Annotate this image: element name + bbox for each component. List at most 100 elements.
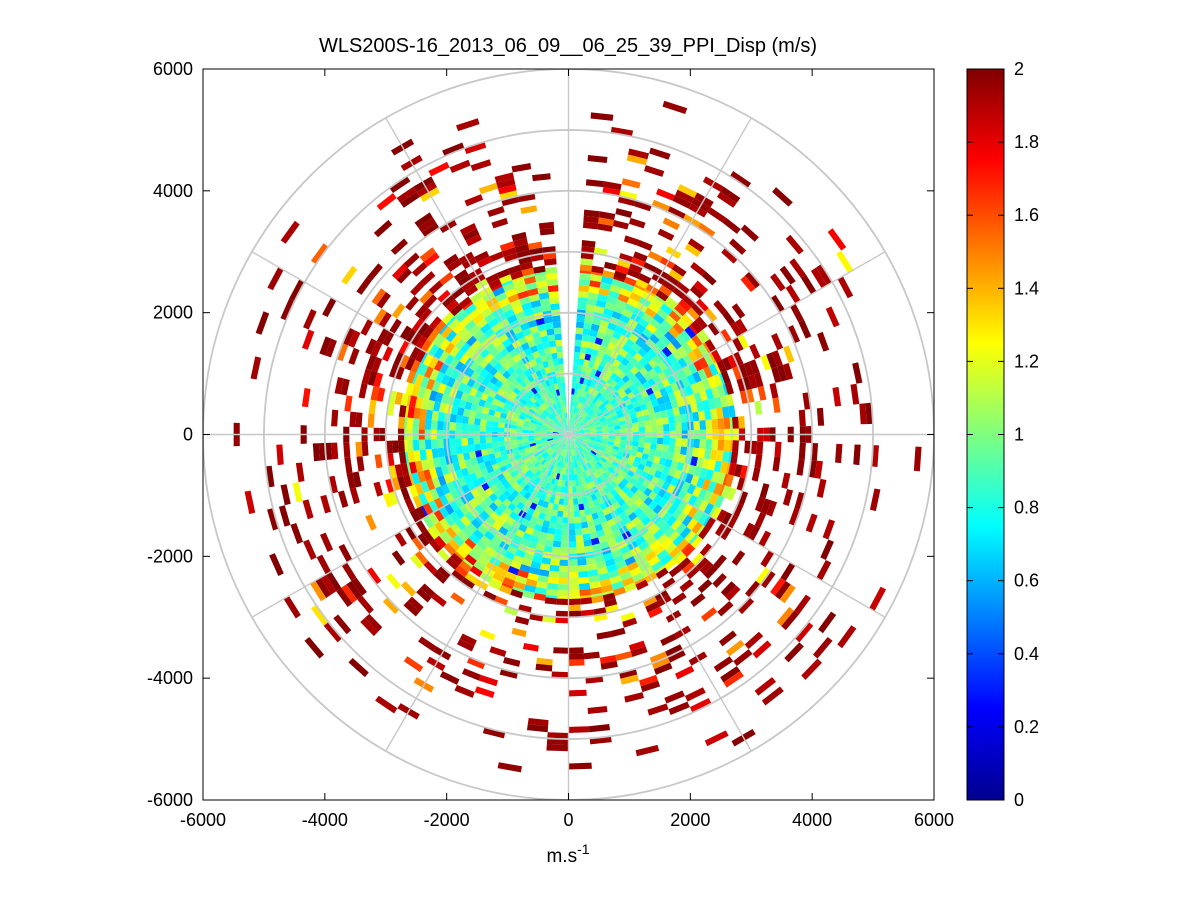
range-gate-cell	[659, 387, 668, 397]
range-gate-cell	[579, 272, 592, 281]
range-gate-cell	[697, 343, 709, 357]
range-gate-cell	[578, 285, 590, 293]
range-gate-cell	[698, 329, 710, 343]
range-gate-cell	[697, 512, 709, 526]
range-gate-cell	[289, 279, 305, 301]
range-gate-cell	[446, 258, 462, 272]
range-gate-cell	[574, 401, 578, 408]
range-gate-cell	[466, 465, 475, 475]
range-gate-cell	[512, 554, 524, 564]
range-gate-cell	[505, 516, 515, 526]
range-gate-cell	[498, 502, 508, 512]
range-gate-cell	[451, 569, 465, 583]
range-gate-cell	[638, 484, 648, 494]
range-gate-cell	[521, 342, 530, 351]
range-gate-cell	[492, 572, 506, 583]
range-gate-cell	[519, 496, 528, 505]
range-gate-cell	[852, 362, 863, 384]
range-gate-cell	[756, 441, 764, 455]
range-gate-cell	[591, 415, 599, 421]
range-gate-cell	[638, 540, 650, 552]
range-gate-cell	[479, 491, 489, 501]
range-gate-cell	[568, 571, 579, 579]
range-gate-cell	[443, 473, 453, 484]
range-gate-cell	[414, 373, 424, 387]
range-gate-cell	[575, 333, 583, 341]
range-gate-cell	[592, 446, 600, 452]
range-gate-cell	[599, 211, 616, 220]
range-gate-cell	[629, 502, 639, 512]
range-gate-cell	[368, 399, 377, 415]
range-gate-cell	[645, 601, 661, 613]
range-gate-cell	[554, 416, 560, 423]
range-gate-cell	[587, 360, 595, 369]
range-gate-cell	[633, 200, 652, 212]
range-gate-cell	[517, 418, 525, 424]
range-gate-cell	[524, 526, 534, 536]
range-gate-cell	[423, 252, 440, 267]
range-gate-cell	[553, 427, 560, 431]
range-gate-cell	[560, 547, 569, 554]
range-gate-cell	[667, 392, 677, 402]
range-gate-cell	[585, 446, 592, 452]
range-gate-cell	[755, 567, 771, 585]
range-gate-cell	[528, 454, 536, 461]
range-gate-cell	[674, 414, 682, 424]
range-gate-cell	[610, 411, 618, 418]
range-gate-cell	[723, 417, 731, 430]
range-gate-cell	[559, 442, 564, 448]
range-gate-cell	[570, 437, 576, 442]
range-gate-cell	[559, 421, 564, 427]
range-gate-cell	[408, 484, 419, 498]
range-gate-cell	[452, 534, 465, 547]
range-gate-cell	[586, 400, 593, 407]
range-gate-cell	[619, 190, 638, 201]
range-gate-cell	[304, 637, 325, 659]
range-gate-cell	[602, 463, 610, 470]
range-gate-cell	[589, 438, 597, 442]
range-gate-cell	[660, 319, 673, 332]
range-gate-cell	[463, 384, 473, 395]
range-gate-cell	[729, 171, 752, 189]
range-gate-cell	[473, 297, 486, 309]
range-gate-cell	[568, 577, 579, 585]
range-gate-cell	[592, 499, 600, 507]
range-gate-cell	[424, 439, 432, 450]
range-gate-cell	[589, 395, 596, 402]
range-gate-cell	[589, 581, 601, 589]
range-gate-cell	[320, 494, 331, 514]
range-gate-cell	[630, 366, 640, 375]
range-gate-cell	[616, 387, 625, 395]
range-gate-cell	[560, 486, 565, 493]
range-gate-cell	[502, 498, 512, 508]
range-gate-cell	[613, 421, 621, 427]
range-gate-cell	[529, 325, 539, 334]
range-gate-cell	[720, 485, 731, 499]
range-gate-cell	[529, 465, 537, 473]
range-gate-cell	[525, 402, 533, 409]
range-gate-cell	[491, 322, 503, 333]
range-gate-cell	[513, 581, 526, 591]
range-gate-cell	[394, 531, 407, 547]
range-gate-cell	[510, 589, 524, 599]
range-gate-cell	[724, 381, 735, 395]
range-gate-cell	[628, 383, 638, 392]
range-gate-cell	[613, 554, 625, 564]
x-tick-label: -4000	[302, 810, 348, 830]
y-tick-label: -4000	[147, 668, 193, 688]
range-gate-cell	[670, 399, 679, 409]
range-gate-cell	[714, 495, 725, 509]
range-gate-cell	[437, 420, 444, 431]
range-gate-cell	[434, 320, 447, 334]
range-gate-cell	[686, 483, 697, 495]
range-gate-cell	[423, 490, 434, 503]
range-gate-cell	[554, 446, 560, 453]
range-gate-cell	[502, 391, 510, 400]
range-gate-cell	[480, 412, 489, 421]
range-gate-cell	[527, 521, 536, 530]
range-gate-cell	[476, 456, 484, 464]
range-gate-cell	[642, 261, 658, 274]
range-gate-cell	[620, 424, 627, 430]
range-gate-cell	[536, 407, 544, 414]
range-gate-cell	[668, 326, 680, 339]
